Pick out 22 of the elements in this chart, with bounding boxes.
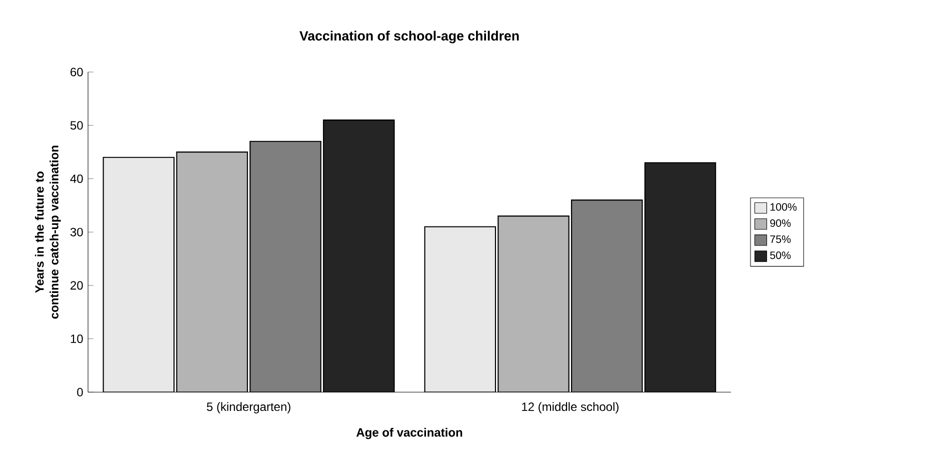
chart-title: Vaccination of school-age children: [300, 30, 519, 44]
bar: [250, 140, 322, 392]
x-tick-label: 5 (kindergarten): [206, 402, 290, 414]
y-tick-label: 50: [70, 121, 83, 130]
y-tick-label: 60: [70, 68, 83, 76]
legend-label: 75%: [770, 235, 791, 243]
legend-label: 100%: [770, 203, 797, 211]
legend-label: 50%: [770, 251, 791, 259]
y-tick-label: 20: [70, 281, 83, 290]
x-tick-label: 12 (middle school): [522, 402, 618, 414]
y-tick-label: 30: [70, 228, 83, 236]
y-axis-title: Years in the future to continue catch-up vaccination: [34, 146, 61, 319]
x-axis-title: Age of vaccination: [356, 428, 462, 440]
y-tick-label: 40: [70, 174, 83, 183]
bar: [498, 215, 570, 392]
bar: [424, 226, 496, 392]
bar: [102, 156, 175, 392]
legend-label: 90%: [770, 219, 791, 227]
bar: [571, 199, 643, 392]
y-tick-label: 10: [70, 334, 83, 343]
y-tick-label: 0: [77, 388, 83, 396]
bar: [176, 151, 248, 392]
